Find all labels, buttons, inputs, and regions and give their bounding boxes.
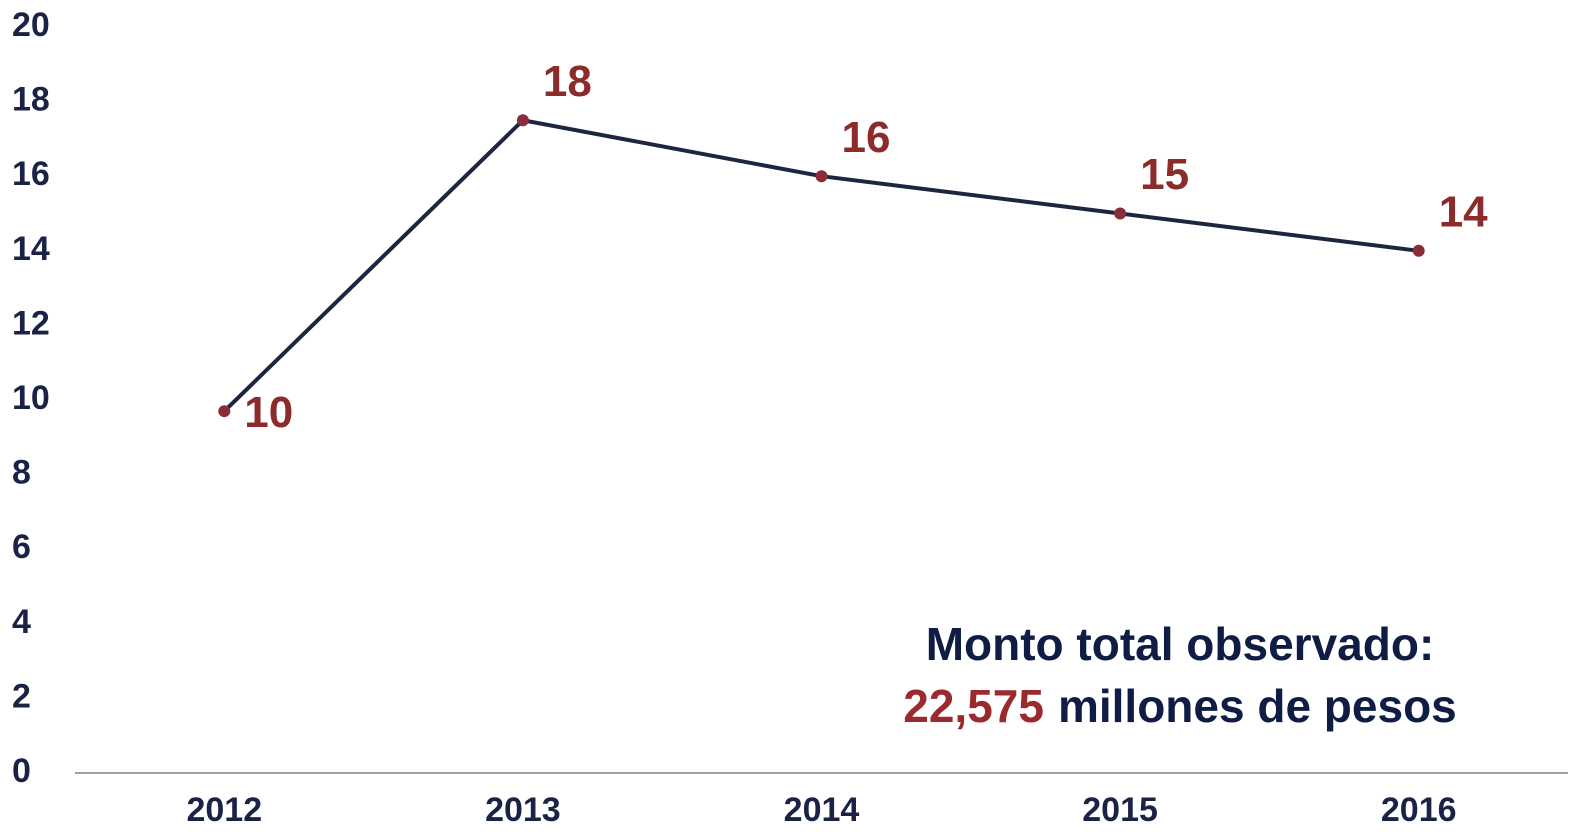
marker	[1114, 207, 1127, 220]
annotation-highlight: 22,575	[903, 680, 1044, 732]
data-label: 18	[543, 57, 592, 106]
data-label: 16	[842, 113, 891, 162]
x-tick-label: 2014	[784, 791, 860, 829]
marker	[1412, 244, 1425, 257]
y-tick-label: 10	[12, 379, 50, 417]
annotation-line2: 22,575 millones de pesos	[903, 680, 1457, 732]
line	[222, 118, 1419, 413]
data-label: 10	[244, 388, 293, 437]
x-tick-label: 2015	[1082, 791, 1158, 829]
y-tick-label: 2	[12, 677, 31, 715]
annotation-rest: millones de pesos	[1058, 680, 1457, 732]
data-label: 15	[1140, 150, 1189, 199]
y-tick-label: 4	[12, 603, 31, 641]
y-tick-label: 20	[12, 6, 50, 44]
y-tick-label: 16	[12, 155, 50, 193]
x-tick-label: 2016	[1381, 791, 1457, 829]
y-tick-label: 0	[12, 752, 31, 790]
y-tick-label: 12	[12, 304, 50, 342]
data-label: 14	[1439, 187, 1488, 236]
annotation-line1: Monto total observado:	[926, 618, 1435, 670]
marker	[218, 405, 231, 418]
x-tick-label: 2012	[186, 791, 262, 829]
marker	[815, 170, 828, 183]
y-tick-label: 14	[12, 230, 50, 268]
y-tick-label: 18	[12, 81, 50, 119]
marker	[516, 114, 529, 127]
y-tick-label: 8	[12, 454, 31, 492]
y-tick-label: 6	[12, 528, 31, 566]
x-tick-label: 2013	[485, 791, 561, 829]
